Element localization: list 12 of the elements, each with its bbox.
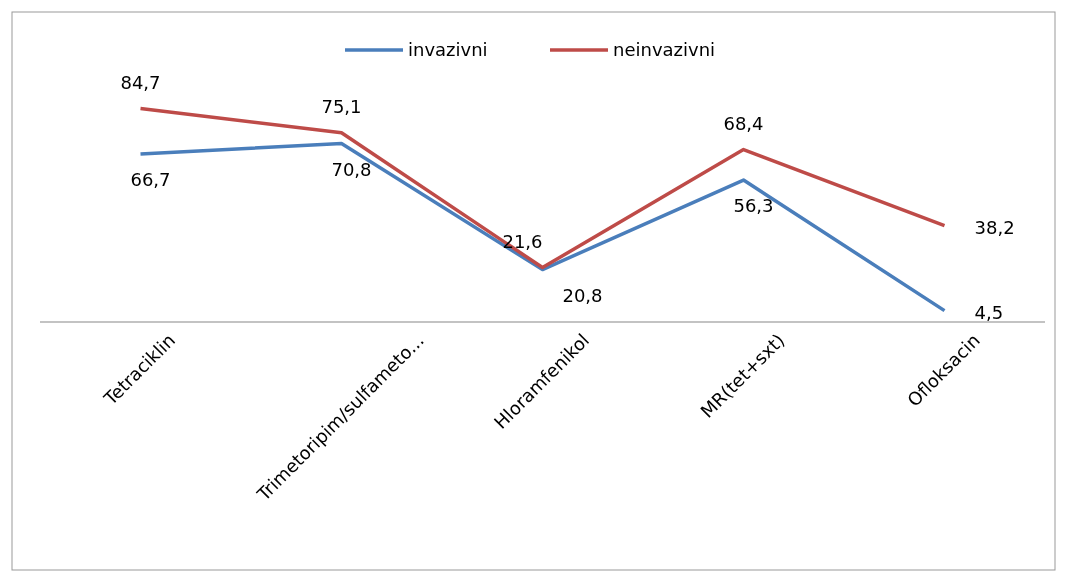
legend-label: invazivni <box>408 39 488 60</box>
data-label: 21,6 <box>502 230 543 252</box>
data-label: 75,1 <box>321 95 362 117</box>
data-label: 84,7 <box>120 71 161 93</box>
data-label: 56,3 <box>733 195 774 217</box>
legend-label: neinvazivni <box>613 39 716 60</box>
data-label: 4,5 <box>974 301 1004 323</box>
data-label: 70,8 <box>331 158 372 180</box>
data-label: 66,7 <box>130 168 171 190</box>
data-label: 68,4 <box>723 112 764 134</box>
data-label: 38,2 <box>974 216 1015 238</box>
data-label: 20,8 <box>562 284 603 306</box>
